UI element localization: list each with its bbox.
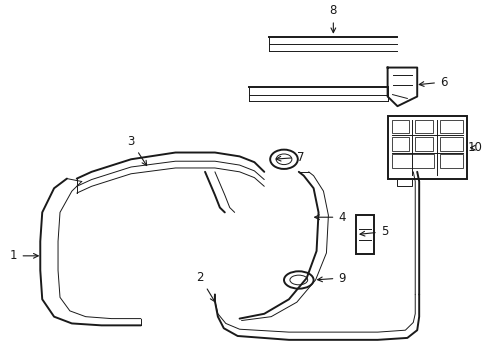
Text: 1: 1 [10, 249, 38, 262]
Ellipse shape [270, 150, 297, 169]
Bar [414, 137, 432, 150]
Bar [397, 179, 411, 186]
Bar [391, 120, 408, 133]
Text: 8: 8 [329, 4, 336, 33]
Bar [391, 154, 433, 168]
Text: 4: 4 [314, 211, 345, 224]
Text: 5: 5 [359, 225, 387, 238]
Bar [439, 154, 462, 168]
Text: 6: 6 [418, 76, 447, 89]
Bar [355, 215, 373, 254]
Bar [439, 120, 462, 133]
Text: 2: 2 [196, 271, 214, 302]
Text: 9: 9 [317, 271, 345, 284]
Text: 10: 10 [467, 141, 482, 154]
Text: 7: 7 [276, 151, 304, 164]
Bar [439, 137, 462, 150]
Text: 3: 3 [127, 135, 146, 166]
Ellipse shape [284, 271, 313, 289]
Bar [387, 116, 466, 179]
Bar [391, 137, 408, 150]
Bar [414, 120, 432, 133]
